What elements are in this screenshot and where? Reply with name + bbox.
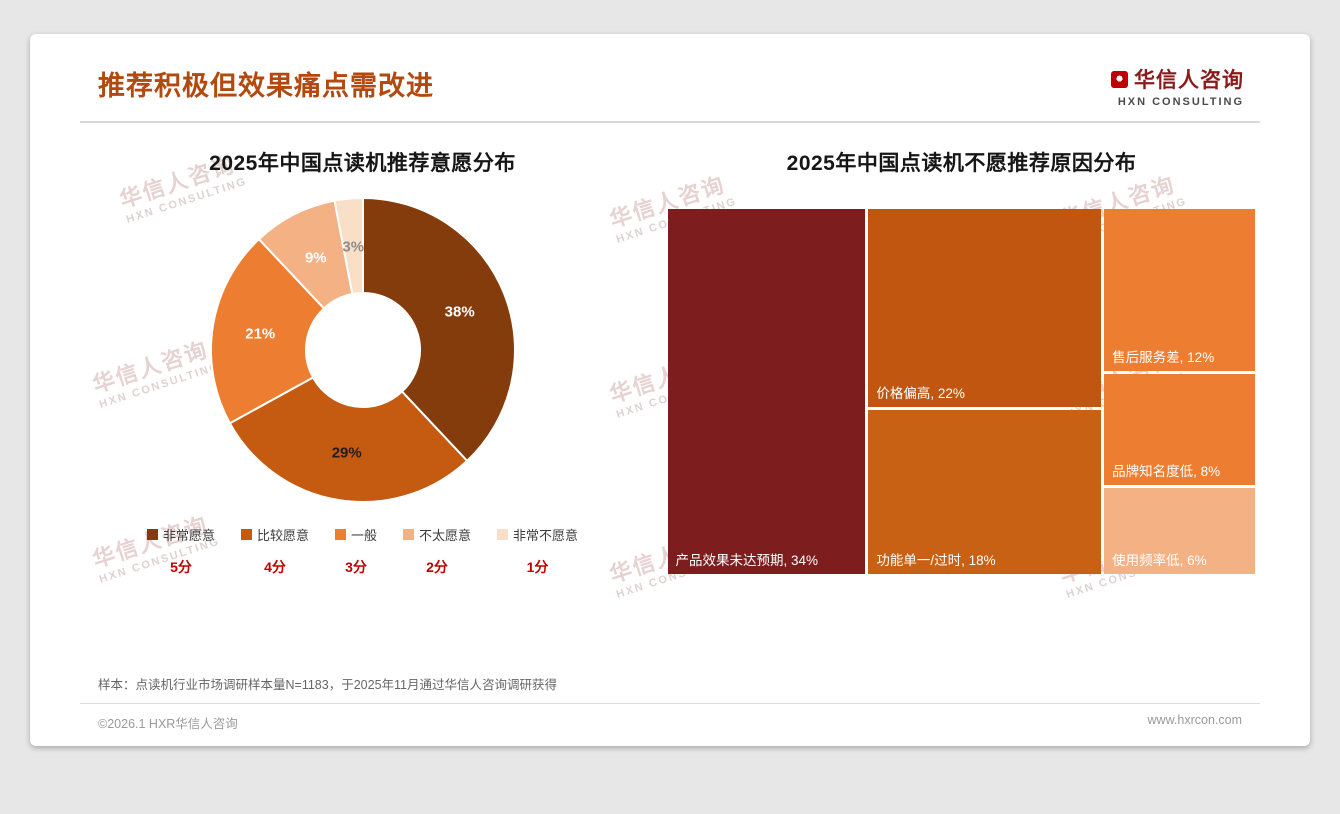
score-label: 3分: [345, 559, 367, 575]
legend-swatch-icon: [334, 529, 346, 540]
legend-label: 非常不愿意: [513, 528, 579, 543]
donut-chart-section: 2025年中国点读机推荐意愿分布 38% 29% 21% 9% 3% 非常愿意 5分 比较愿…: [80, 147, 645, 670]
charts-area: 2025年中国点读机推荐意愿分布 38% 29% 21% 9% 3% 非常愿意 5分 比较愿…: [80, 123, 1260, 670]
treemap-cell-label: 售后服务差, 12%: [1112, 349, 1215, 365]
treemap-cell: 功能单一/过时, 18%: [868, 410, 1102, 574]
legend-swatch-icon: [403, 529, 414, 540]
logo-text-cn: 华信人咨询: [1134, 69, 1244, 92]
treemap-cell: 产品效果未达预期, 34%: [667, 209, 866, 574]
legend-column: 非常不愿意 1分: [497, 525, 578, 577]
legend-swatch-icon: [240, 529, 252, 540]
treemap-column: 产品效果未达预期, 34%: [667, 209, 866, 574]
copyright-text: ©2026.1 HXR华信人咨询: [98, 717, 238, 731]
treemap-cell: 使用频率低, 6%: [1104, 488, 1256, 574]
donut-slice-1: [361, 196, 516, 463]
donut-legend: 非常愿意 5分 比较愿意 4分 一般 3分 不太愿意 2分 非常不愿意 1分: [146, 525, 578, 577]
donut-chart-title: 2025年中国点读机推荐意愿分布: [209, 152, 516, 175]
treemap-cell-label: 使用频率低, 6%: [1112, 553, 1207, 568]
logo-text-en: HXN CONSULTING: [1117, 96, 1244, 108]
legend-item: 非常愿意: [146, 525, 215, 544]
slide-header: 推荐积极但效果痛点需改进 华信人咨询 HXN CONSULTING: [80, 34, 1260, 108]
company-logo: 华信人咨询 HXN CONSULTING: [1111, 64, 1244, 108]
legend-item: 非常不愿意: [497, 525, 578, 544]
legend-swatch-icon: [146, 529, 158, 540]
treemap-chart-title: 2025年中国点读机不愿推荐原因分布: [786, 152, 1137, 175]
header-divider: [80, 121, 1260, 123]
donut-slice-label: 9%: [304, 249, 326, 266]
donut-slice-5: [332, 196, 364, 296]
legend-column: 非常愿意 5分: [146, 525, 215, 577]
score-label: 1分: [526, 559, 549, 575]
donut-slice-2: [227, 376, 468, 503]
treemap-cell-label: 品牌知名度低, 8%: [1112, 464, 1221, 480]
donut-slice-3: [209, 237, 325, 425]
legend-item: 比较愿意: [240, 525, 309, 544]
legend-item: 一般: [334, 525, 377, 544]
treemap-cell: 售后服务差, 12%: [1104, 209, 1256, 371]
donut-slice-label: 29%: [331, 445, 361, 462]
donut-slice-label: 3%: [342, 238, 364, 255]
donut-chart: 38% 29% 21% 9% 3%: [209, 196, 516, 503]
legend-column: 比较愿意 4分: [240, 525, 309, 577]
treemap-cell: 价格偏高, 22%: [868, 209, 1102, 408]
score-label: 2分: [426, 559, 448, 575]
legend-swatch-icon: [497, 529, 509, 540]
treemap-column: 价格偏高, 22% 功能单一/过时, 18%: [868, 209, 1102, 574]
donut-slice-label: 38%: [444, 304, 474, 321]
treemap-cell-label: 功能单一/过时, 18%: [876, 553, 996, 568]
treemap-cell-label: 产品效果未达预期, 34%: [675, 553, 819, 568]
sample-note: 样本：点读机行业市场调研样本量N=1183，于2025年11月通过华信人咨询调研…: [98, 678, 557, 692]
treemap-chart: 产品效果未达预期, 34% 价格偏高, 22% 功能单一/过时, 18% 售后服务差,…: [667, 209, 1256, 574]
score-label: 4分: [264, 559, 286, 575]
treemap-column: 售后服务差, 12% 品牌知名度低, 8% 使用频率低, 6%: [1104, 209, 1256, 574]
legend-item: 不太愿意: [403, 525, 471, 544]
donut-slice-label: 21%: [245, 326, 275, 343]
legend-label: 一般: [350, 528, 377, 543]
score-label: 5分: [170, 559, 192, 575]
website-text: www.hxrcon.com: [1147, 713, 1242, 727]
legend-label: 不太愿意: [419, 528, 472, 543]
treemap-cell: 品牌知名度低, 8%: [1104, 373, 1256, 486]
legend-column: 一般 3分: [334, 525, 377, 577]
legend-label: 非常愿意: [162, 528, 215, 543]
treemap-chart-section: 2025年中国点读机不愿推荐原因分布 产品效果未达预期, 34% 价格偏高, 22…: [663, 147, 1260, 670]
treemap-cell-label: 价格偏高, 22%: [876, 386, 965, 402]
hxn-logo-icon: [1111, 70, 1128, 88]
legend-column: 不太愿意 2分: [403, 525, 471, 577]
page-title: 推荐积极但效果痛点需改进: [98, 71, 434, 101]
legend-label: 比较愿意: [256, 528, 309, 543]
slide-footer: ©2026.1 HXR华信人咨询 www.hxrcon.com: [80, 703, 1260, 732]
